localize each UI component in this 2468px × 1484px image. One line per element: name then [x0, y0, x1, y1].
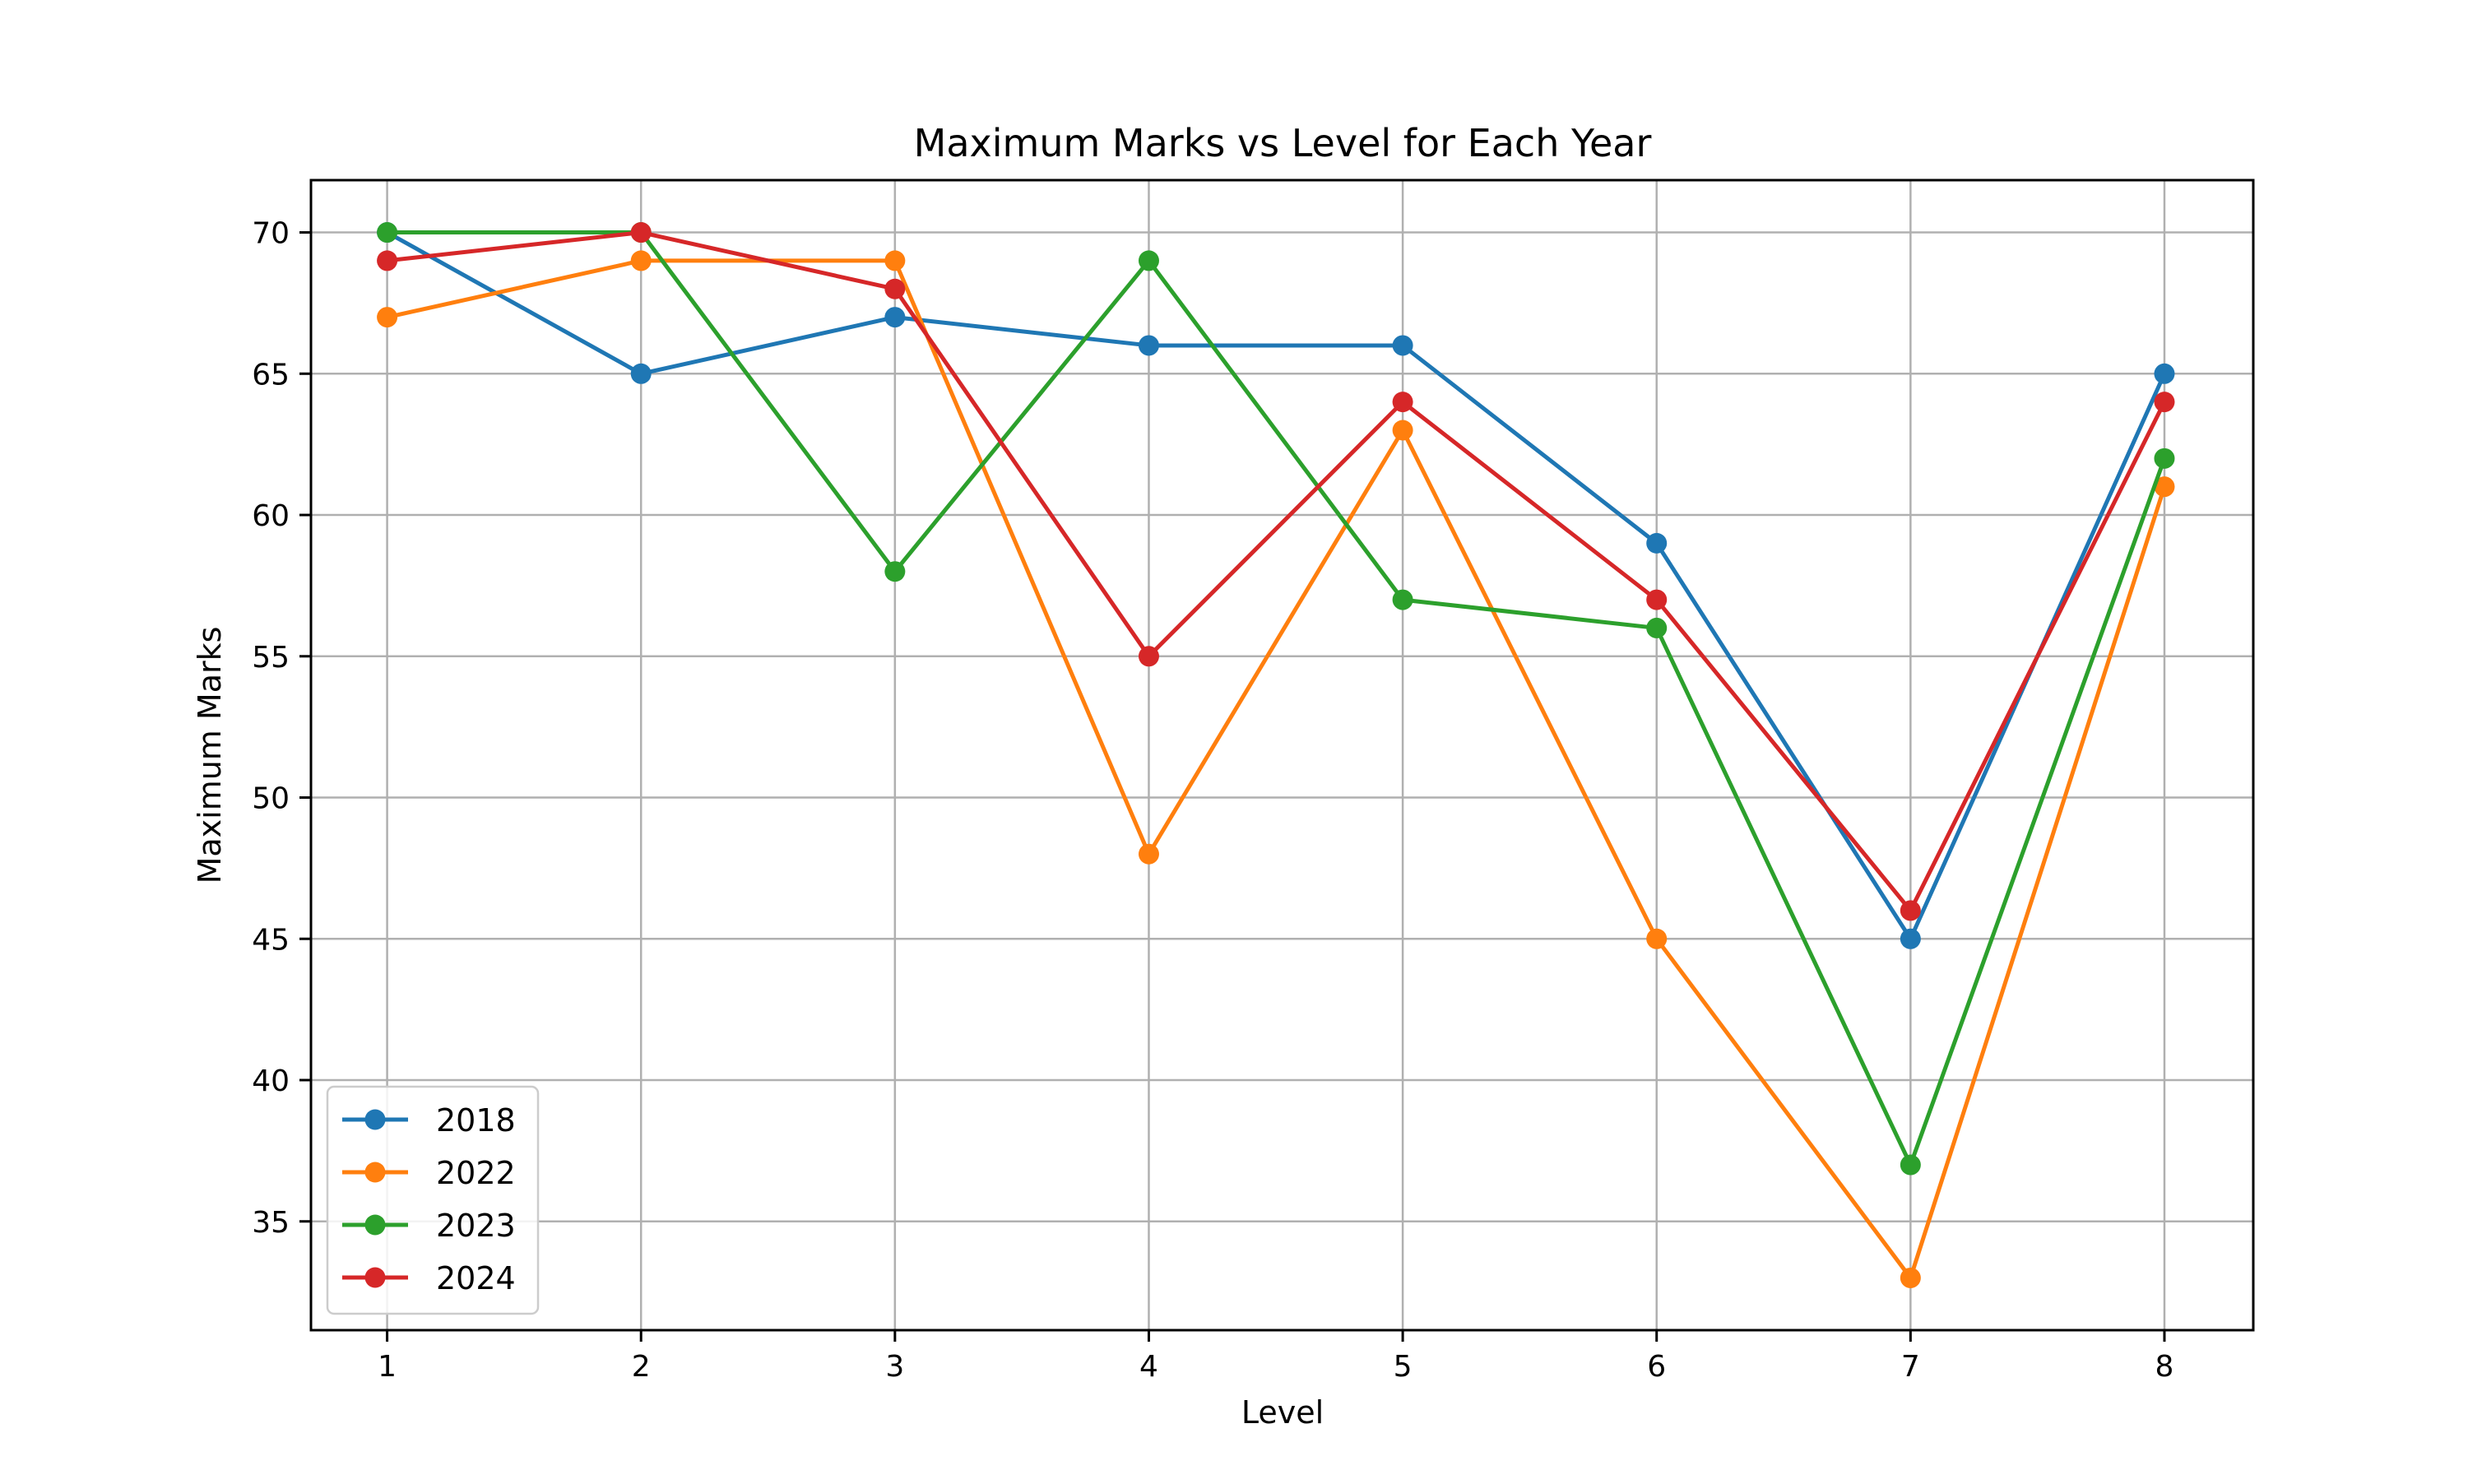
data-point-2018: [884, 307, 906, 328]
data-point-2018: [1392, 335, 1413, 356]
data-point-2022: [1900, 1267, 1921, 1288]
legend-label: 2023: [436, 1208, 516, 1244]
plot-frame: [309, 179, 2255, 1332]
data-point-2023: [1900, 1154, 1921, 1176]
x-tick-label: 5: [1394, 1350, 1413, 1384]
legend-item: 2023: [342, 1208, 516, 1244]
chart-title: Maximum Marks vs Level for Each Year: [914, 121, 1652, 165]
data-point-2022: [1392, 420, 1413, 441]
legend-box: [326, 1085, 540, 1315]
data-point-2024: [1900, 900, 1921, 921]
data-point-2023: [1646, 617, 1668, 638]
x-tick-label: 6: [1647, 1350, 1666, 1384]
x-tick-label: 3: [885, 1350, 904, 1384]
data-point-2022: [377, 307, 398, 328]
x-tick-label: 8: [2155, 1350, 2174, 1384]
data-point-2024: [377, 250, 398, 271]
data-point-2022: [630, 250, 652, 271]
series-line-2024: [384, 230, 2168, 913]
y-tick-label: 50: [252, 782, 290, 816]
data-point-2024: [1392, 392, 1413, 413]
x-axis-label: Level: [1241, 1394, 1324, 1431]
data-point-2022: [2154, 476, 2175, 498]
series-2018: [377, 222, 2175, 949]
x-tick-label: 1: [378, 1350, 397, 1384]
x-tick-label: 7: [1901, 1350, 1920, 1384]
data-point-2024: [884, 278, 906, 299]
data-point-2023: [884, 561, 906, 582]
data-point-2023: [377, 222, 398, 243]
data-point-2024: [1138, 646, 1159, 667]
y-tick-label: 65: [252, 358, 290, 392]
legend-label: 2018: [436, 1102, 516, 1139]
legend-item: 2022: [342, 1155, 516, 1191]
data-point-2018: [630, 363, 652, 384]
legend-swatch-marker: [364, 1267, 386, 1288]
legend-item: 2018: [342, 1102, 516, 1139]
data-point-2018: [1138, 335, 1159, 356]
legend-item: 2024: [342, 1260, 516, 1296]
legend-swatch-marker: [364, 1162, 386, 1183]
y-tick-label: 55: [252, 641, 290, 675]
y-tick-label: 45: [252, 923, 290, 957]
data-point-2023: [2154, 448, 2175, 469]
y-tick-label: 40: [252, 1064, 290, 1098]
x-tick-label: 4: [1139, 1350, 1158, 1384]
data-point-2018: [2154, 363, 2175, 384]
y-tick-label: 35: [252, 1206, 290, 1240]
legend-label: 2024: [436, 1260, 516, 1296]
y-tick-label: 70: [252, 217, 290, 251]
data-point-2023: [1392, 589, 1413, 610]
series-line-2022: [384, 258, 2168, 1280]
y-tick-label: 60: [252, 499, 290, 533]
series-2022: [377, 250, 2175, 1288]
legend-label: 2022: [436, 1155, 516, 1191]
data-point-2022: [1138, 843, 1159, 865]
data-point-2018: [1900, 928, 1921, 949]
series-line-2023: [385, 230, 2168, 1167]
legend: 2018 2022 2023 2024: [326, 1085, 540, 1315]
data-point-2022: [884, 250, 906, 271]
x-tick-label: 2: [632, 1350, 651, 1384]
legend-swatch-marker: [364, 1109, 386, 1130]
series-line-2018: [384, 230, 2168, 941]
data-point-2024: [630, 222, 652, 243]
data-point-2024: [2154, 392, 2175, 413]
y-axis-label: Maximum Marks: [192, 627, 228, 884]
series-2024: [377, 222, 2175, 921]
data-point-2018: [1646, 532, 1668, 554]
data-point-2024: [1646, 589, 1668, 610]
data-point-2023: [1138, 250, 1159, 271]
legend-swatch-marker: [364, 1214, 386, 1236]
series-group: [377, 222, 2175, 1288]
data-point-2022: [1646, 928, 1668, 949]
